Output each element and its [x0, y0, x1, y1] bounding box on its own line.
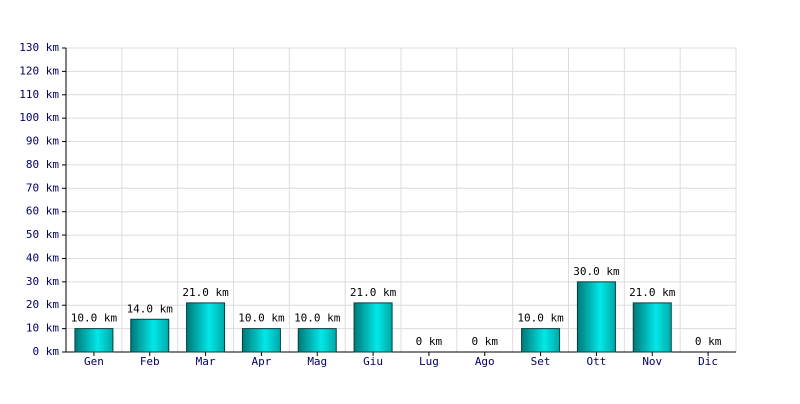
- bar: [353, 302, 393, 353]
- x-tick-label: Mag: [307, 355, 327, 368]
- value-label: 10.0 km: [71, 312, 118, 325]
- value-label: 14.0 km: [127, 302, 174, 315]
- x-tick-label: Lug: [419, 355, 439, 368]
- bar: [632, 302, 672, 353]
- value-label: 10.0 km: [238, 312, 285, 325]
- y-tick-label: 100 km: [19, 111, 59, 124]
- x-tick-label: Nov: [642, 355, 662, 368]
- x-tick-label: Set: [531, 355, 551, 368]
- y-tick-label: 120 km: [19, 64, 59, 77]
- bar: [241, 328, 281, 353]
- y-tick-label: 130 km: [19, 41, 59, 54]
- value-label: 0 km: [472, 335, 499, 348]
- y-tick-label: 70 km: [26, 181, 59, 194]
- value-label: 30.0 km: [573, 265, 620, 278]
- y-tick-label: 20 km: [26, 298, 59, 311]
- y-tick-label: 50 km: [26, 228, 59, 241]
- x-tick-label: Feb: [140, 355, 160, 368]
- bar: [74, 328, 114, 353]
- bar: [576, 281, 616, 353]
- x-tick-label: Dic: [698, 355, 718, 368]
- value-label: 21.0 km: [182, 286, 229, 299]
- x-tick-label: Gen: [84, 355, 104, 368]
- y-tick-label: 80 km: [26, 158, 59, 171]
- y-tick-label: 10 km: [26, 322, 59, 335]
- y-tick-label: 60 km: [26, 205, 59, 218]
- value-label: 10.0 km: [517, 312, 564, 325]
- value-label: 21.0 km: [629, 286, 676, 299]
- bar: [186, 302, 226, 353]
- bar: [130, 318, 170, 353]
- x-tick-label: Ago: [475, 355, 495, 368]
- x-tick-label: Ott: [586, 355, 606, 368]
- value-label: 21.0 km: [350, 286, 397, 299]
- x-tick-label: Giu: [363, 355, 383, 368]
- value-label: 10.0 km: [294, 312, 341, 325]
- bar: [297, 328, 337, 353]
- x-tick-label: Apr: [251, 355, 271, 368]
- value-label: 0 km: [695, 335, 722, 348]
- y-tick-label: 0 km: [33, 345, 60, 358]
- bar: [521, 328, 561, 353]
- x-tick-label: Mar: [196, 355, 216, 368]
- y-tick-label: 90 km: [26, 135, 59, 148]
- y-tick-label: 110 km: [19, 88, 59, 101]
- y-tick-label: 30 km: [26, 275, 59, 288]
- y-tick-label: 40 km: [26, 251, 59, 264]
- value-label: 0 km: [416, 335, 443, 348]
